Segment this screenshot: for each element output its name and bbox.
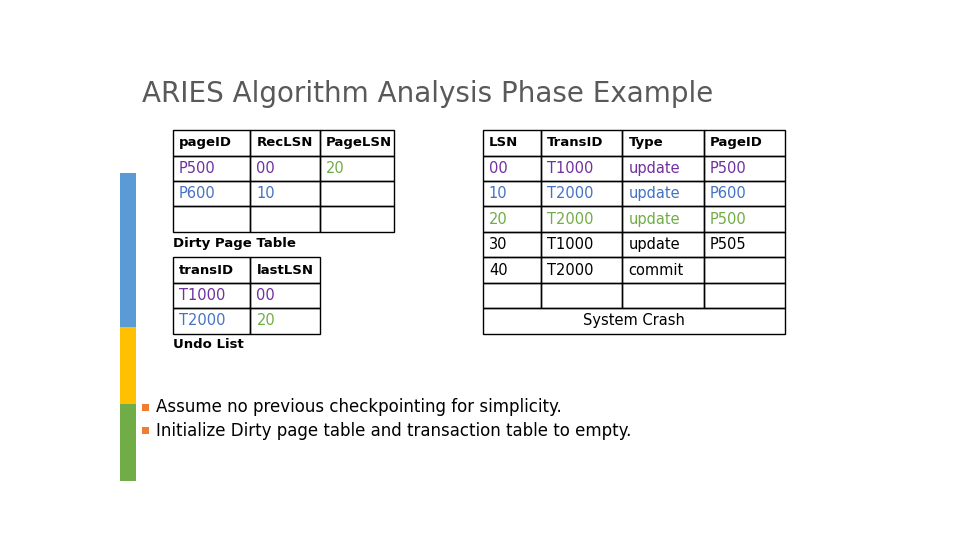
Bar [120, 404, 135, 481]
Text: 20: 20 [489, 212, 508, 227]
Text: update: update [629, 161, 680, 176]
Bar [173, 308, 251, 334]
Bar [173, 156, 251, 181]
Bar [483, 232, 540, 257]
Text: Dirty Page Table: Dirty Page Table [173, 237, 296, 249]
Text: update: update [629, 212, 680, 227]
Bar [320, 206, 394, 232]
Bar [251, 206, 320, 232]
Bar [483, 130, 540, 156]
Text: T2000: T2000 [547, 262, 593, 278]
Text: PageID: PageID [709, 137, 762, 150]
Bar [622, 130, 704, 156]
Bar [704, 232, 785, 257]
Bar [251, 257, 320, 283]
Text: pageID: pageID [179, 137, 232, 150]
Text: P505: P505 [709, 237, 747, 252]
Bar [173, 130, 251, 156]
Text: 20: 20 [326, 161, 345, 176]
Text: P500: P500 [179, 161, 216, 176]
Bar [622, 206, 704, 232]
Bar [320, 181, 394, 206]
Text: lastLSN: lastLSN [256, 264, 313, 276]
Bar [540, 232, 622, 257]
Text: update: update [629, 186, 680, 201]
Text: T2000: T2000 [547, 212, 593, 227]
Text: commit: commit [629, 262, 684, 278]
Text: RecLSN: RecLSN [256, 137, 313, 150]
Bar [483, 308, 785, 334]
Text: P600: P600 [179, 186, 216, 201]
Bar [320, 130, 394, 156]
Text: 00: 00 [256, 161, 276, 176]
Text: P600: P600 [709, 186, 747, 201]
Text: P500: P500 [709, 212, 747, 227]
Bar [251, 181, 320, 206]
Text: Initialize Dirty page table and transaction table to empty.: Initialize Dirty page table and transact… [156, 422, 631, 440]
Bar [622, 232, 704, 257]
Bar [704, 257, 785, 283]
Text: 40: 40 [489, 262, 508, 278]
Text: Undo List: Undo List [173, 338, 244, 351]
Bar [251, 156, 320, 181]
Text: T2000: T2000 [547, 186, 593, 201]
Text: LSN: LSN [489, 137, 518, 150]
Bar [483, 181, 540, 206]
Text: 10: 10 [489, 186, 508, 201]
Bar [483, 206, 540, 232]
Bar [142, 427, 150, 434]
Text: 00: 00 [489, 161, 508, 176]
Bar [173, 206, 251, 232]
Text: ARIES Algorithm Analysis Phase Example: ARIES Algorithm Analysis Phase Example [142, 80, 713, 108]
Bar [704, 206, 785, 232]
Bar [622, 283, 704, 308]
Text: Type: Type [629, 137, 663, 150]
Text: T1000: T1000 [179, 288, 226, 303]
Bar [120, 173, 135, 327]
Bar [622, 181, 704, 206]
Bar [622, 156, 704, 181]
Bar [483, 156, 540, 181]
Bar [704, 156, 785, 181]
Bar [483, 283, 540, 308]
Text: T2000: T2000 [179, 313, 226, 328]
Text: update: update [629, 237, 680, 252]
Text: System Crash: System Crash [583, 313, 684, 328]
Bar [540, 156, 622, 181]
Bar [173, 283, 251, 308]
Bar [142, 403, 150, 411]
Text: 10: 10 [256, 186, 275, 201]
Bar [173, 181, 251, 206]
Bar [540, 257, 622, 283]
Text: transID: transID [179, 264, 234, 276]
Text: T1000: T1000 [547, 161, 593, 176]
Bar [704, 283, 785, 308]
Bar [540, 206, 622, 232]
Text: TransID: TransID [547, 137, 604, 150]
Text: Assume no previous checkpointing for simplicity.: Assume no previous checkpointing for sim… [156, 399, 562, 416]
Bar [540, 283, 622, 308]
Text: 00: 00 [256, 288, 276, 303]
Bar [704, 181, 785, 206]
Text: P500: P500 [709, 161, 747, 176]
Text: 30: 30 [489, 237, 508, 252]
Bar [120, 327, 135, 404]
Bar [540, 181, 622, 206]
Bar [251, 308, 320, 334]
Text: 20: 20 [256, 313, 276, 328]
Bar [251, 283, 320, 308]
Bar [320, 156, 394, 181]
Bar [483, 257, 540, 283]
Text: PageLSN: PageLSN [326, 137, 393, 150]
Bar [251, 130, 320, 156]
Bar [622, 257, 704, 283]
Bar [704, 130, 785, 156]
Bar [540, 130, 622, 156]
Text: T1000: T1000 [547, 237, 593, 252]
Bar [173, 257, 251, 283]
